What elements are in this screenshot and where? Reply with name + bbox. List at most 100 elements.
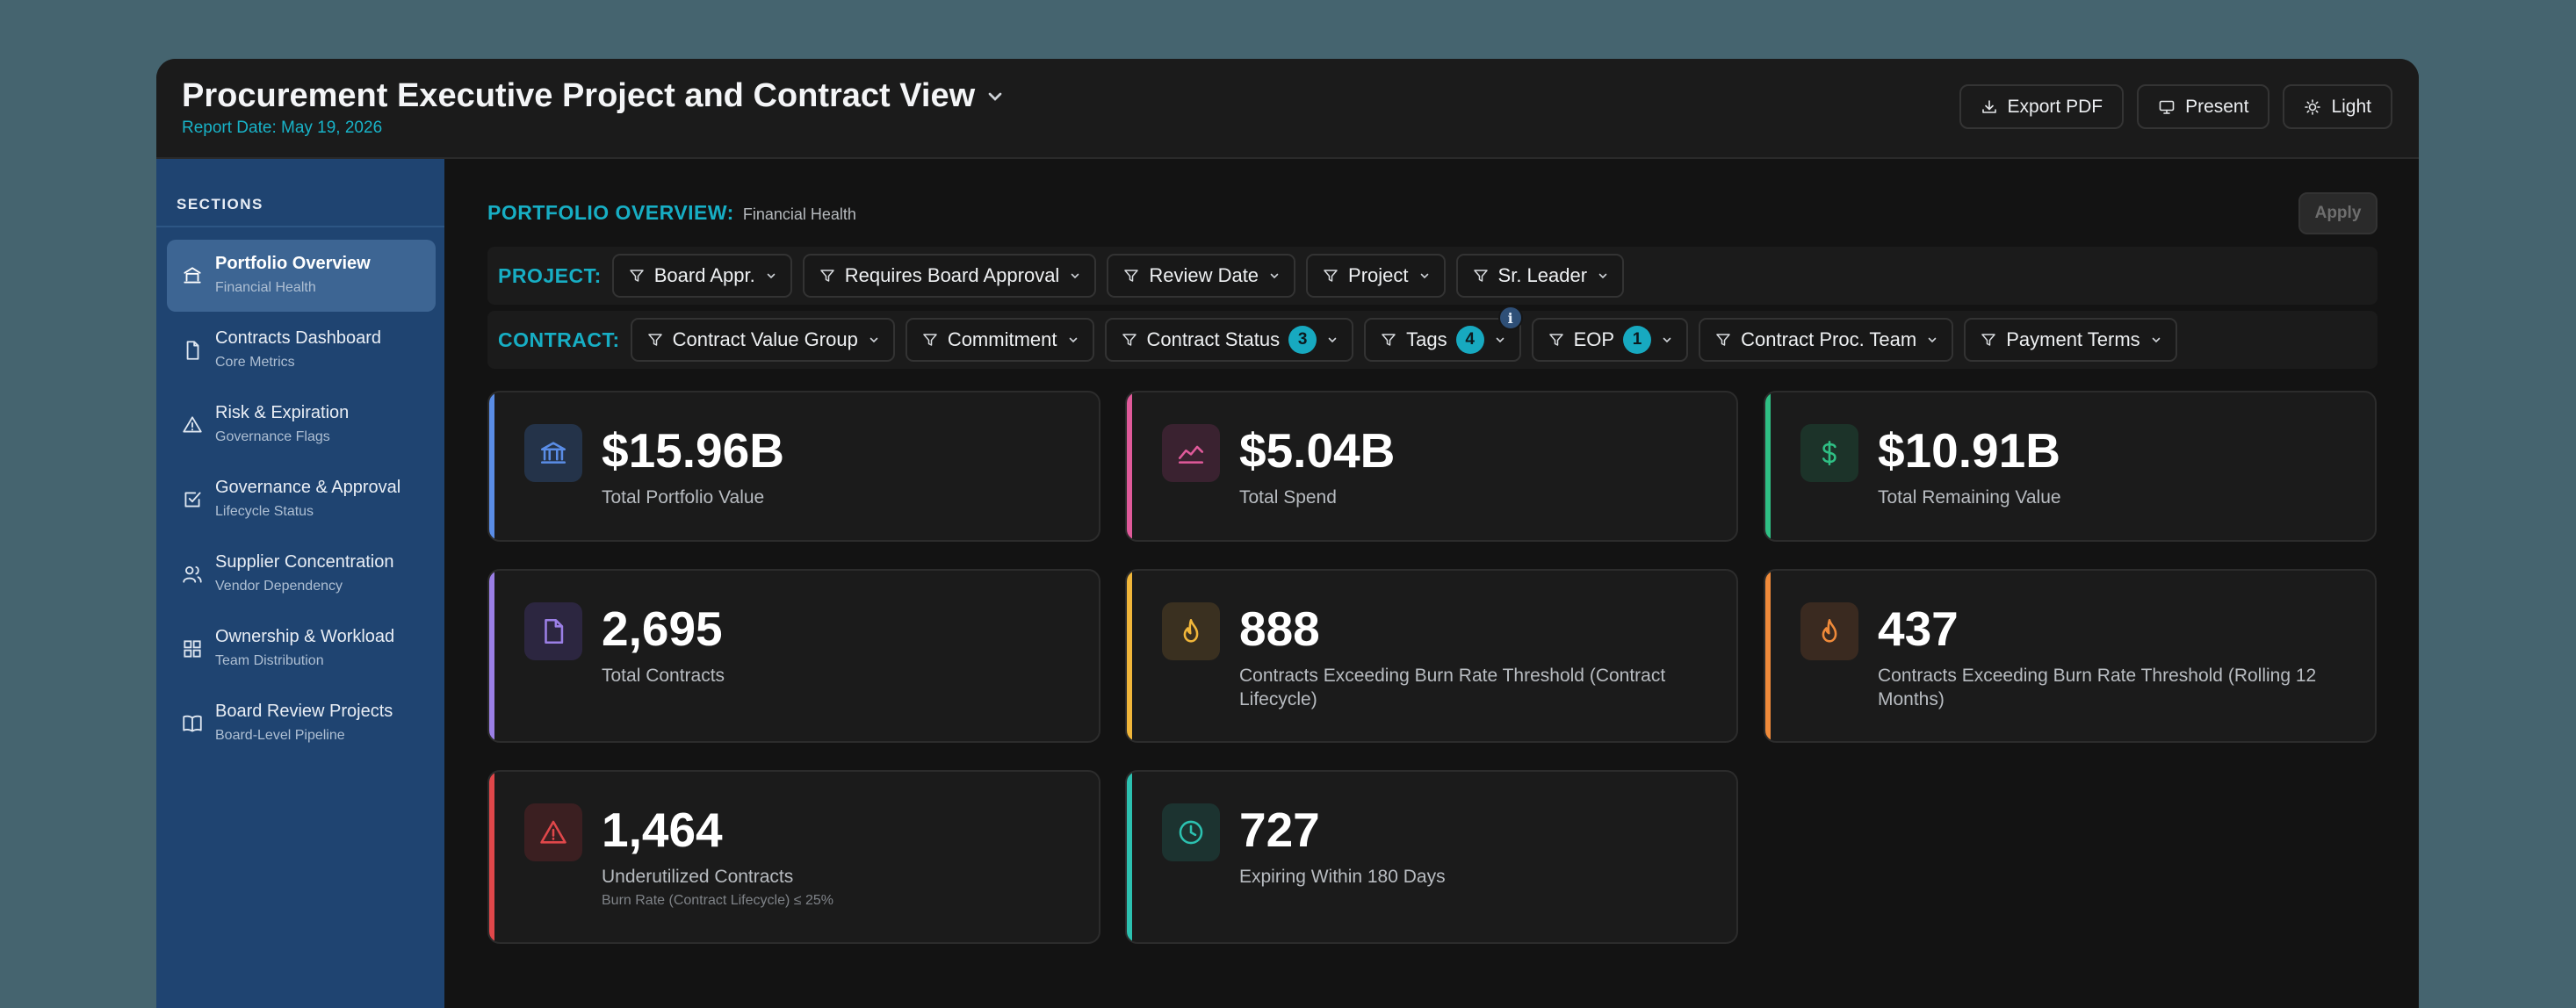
filter-icon <box>1324 270 1338 282</box>
card-icon-box <box>1162 602 1220 660</box>
warning-icon <box>540 820 566 844</box>
document-icon <box>186 341 199 360</box>
info-icon[interactable]: i <box>1497 306 1523 330</box>
flame-icon <box>1822 618 1837 643</box>
chevron-down-icon <box>1928 337 1937 343</box>
sidebar-item-supplier-concentration[interactable]: Supplier Concentration Vendor Dependency <box>167 538 436 610</box>
users-icon <box>183 565 202 583</box>
warning-icon <box>183 416 202 433</box>
grid-icon <box>184 640 201 658</box>
theme-toggle-button[interactable]: Light <box>2283 84 2392 129</box>
kpi-label: Total Remaining Value <box>1878 487 2061 508</box>
filter-board-appr[interactable]: Board Appr. <box>611 254 792 298</box>
sidebar-item-contracts-dashboard[interactable]: Contracts Dashboard Core Metrics <box>167 314 436 386</box>
sidebar-item-sub: Core Metrics <box>215 355 295 370</box>
kpi-card-total-spend: $5.04B Total Spend <box>1125 391 1738 542</box>
sidebar-item-ownership-workload[interactable]: Ownership & Workload Team Distribution <box>167 613 436 685</box>
contract-filter-bar: CONTRACT: Contract Value Group Commitmen… <box>487 306 2378 369</box>
trend-icon <box>1178 445 1204 464</box>
filter-requires-board-approval[interactable]: Requires Board Approval <box>802 254 1097 298</box>
card-icon-box <box>1162 424 1220 482</box>
title-dropdown[interactable]: Procurement Executive Project and Contra… <box>182 77 1003 115</box>
sun-icon <box>2305 98 2321 115</box>
filter-icon <box>1548 334 1563 346</box>
sidebar-title: SECTIONS <box>177 196 263 212</box>
section-heading: PORTFOLIO OVERVIEW: Financial Health <box>487 201 856 225</box>
sidebar-item-portfolio-overview[interactable]: Portfolio Overview Financial Health <box>167 240 436 312</box>
sidebar-divider <box>156 226 444 227</box>
kpi-label: Underutilized Contracts <box>602 867 794 887</box>
chevron-down-icon <box>869 337 878 343</box>
filter-label: Contract Status <box>1146 328 1281 350</box>
chevron-down-icon <box>1420 273 1428 279</box>
sidebar-item-governance-approval[interactable]: Governance & Approval Lifecycle Status <box>167 464 436 536</box>
sidebar-item-label: Supplier Concentration <box>215 552 394 572</box>
filter-commitment[interactable]: Commitment <box>905 318 1094 362</box>
sidebar-item-risk-expiration[interactable]: Risk & Expiration Governance Flags <box>167 389 436 461</box>
sidebar-item-label: Ownership & Workload <box>215 627 395 646</box>
export-pdf-button[interactable]: Export PDF <box>1959 84 2125 129</box>
filter-icon <box>1473 270 1488 282</box>
kpi-label: Expiring Within 180 Days <box>1239 867 1446 887</box>
card-icon-box <box>524 424 582 482</box>
clock-icon <box>1179 820 1203 845</box>
kpi-value: $10.91B <box>1878 423 2060 478</box>
filter-sr-leader[interactable]: Sr. Leader <box>1455 254 1625 298</box>
document-icon <box>545 618 564 644</box>
card-accent <box>1765 392 1771 540</box>
present-label: Present <box>2185 96 2249 117</box>
filter-label: Commitment <box>947 328 1057 350</box>
flame-icon <box>1183 618 1199 643</box>
theme-label: Light <box>2331 96 2371 117</box>
sidebar: SECTIONS Portfolio Overview Financial He… <box>156 159 444 1008</box>
card-icon-box <box>524 803 582 861</box>
kpi-card-total-portfolio-value: $15.96B Total Portfolio Value <box>487 391 1100 542</box>
project-filter-bar: PROJECT: Board Appr. Requires Board Appr… <box>487 247 2378 305</box>
contract-filter-label: CONTRACT: <box>498 328 620 351</box>
main-content: PORTFOLIO OVERVIEW: Financial Health App… <box>444 159 2419 1008</box>
kpi-value: 727 <box>1239 803 1320 857</box>
sidebar-item-board-review-projects[interactable]: Board Review Projects Board-Level Pipeli… <box>167 688 436 760</box>
filter-label: Contract Proc. Team <box>1741 328 1917 350</box>
card-accent <box>1127 392 1132 540</box>
dollar-icon <box>1822 440 1836 466</box>
filter-tags[interactable]: Tags 4 i <box>1364 306 1523 362</box>
filter-contract-value-group[interactable]: Contract Value Group <box>630 318 895 362</box>
kpi-label: Total Spend <box>1239 487 1337 508</box>
filter-contract-status[interactable]: Contract Status 3 <box>1104 318 1354 362</box>
sidebar-item-sub: Team Distribution <box>215 653 324 668</box>
section-title: PORTFOLIO OVERVIEW: <box>487 201 734 224</box>
kpi-label: Total Portfolio Value <box>602 487 765 508</box>
chevron-down-icon <box>767 273 776 279</box>
apply-button[interactable]: Apply <box>2298 192 2378 234</box>
download-icon <box>1981 99 1996 113</box>
kpi-value: $15.96B <box>602 423 784 478</box>
filter-icon <box>1716 334 1730 346</box>
kpi-card-expiring-180-days: 727 Expiring Within 180 Days <box>1125 770 1738 944</box>
chevron-down-icon <box>1598 273 1607 279</box>
filter-eop[interactable]: EOP 1 <box>1531 318 1689 362</box>
kpi-value: 888 <box>1239 601 1320 656</box>
filter-contract-proc-team[interactable]: Contract Proc. Team <box>1699 318 1954 362</box>
filter-project[interactable]: Project <box>1306 254 1446 298</box>
filter-count-badge: 4 <box>1455 326 1484 354</box>
filter-payment-terms[interactable]: Payment Terms <box>1964 318 2177 362</box>
sidebar-item-sub: Financial Health <box>215 280 316 295</box>
header: Procurement Executive Project and Contra… <box>156 59 2419 159</box>
kpi-card-total-remaining-value: $10.91B Total Remaining Value <box>1764 391 2377 542</box>
sidebar-item-label: Risk & Expiration <box>215 403 350 422</box>
filter-review-date[interactable]: Review Date <box>1107 254 1296 298</box>
card-icon-box <box>1162 803 1220 861</box>
present-button[interactable]: Present <box>2137 84 2270 129</box>
report-date: Report Date: May 19, 2026 <box>182 119 383 137</box>
filter-label: Payment Terms <box>2006 328 2140 350</box>
bank-icon <box>184 267 201 284</box>
filter-icon <box>1124 270 1139 282</box>
chevron-down-icon <box>1663 337 1671 343</box>
filter-label: Review Date <box>1149 264 1259 286</box>
filter-icon <box>819 270 834 282</box>
chevron-down-icon <box>988 92 1002 101</box>
filter-icon <box>647 334 662 346</box>
kpi-card-underutilized-contracts: 1,464 Underutilized Contracts Burn Rate … <box>487 770 1100 944</box>
chevron-down-icon <box>1069 337 1077 343</box>
